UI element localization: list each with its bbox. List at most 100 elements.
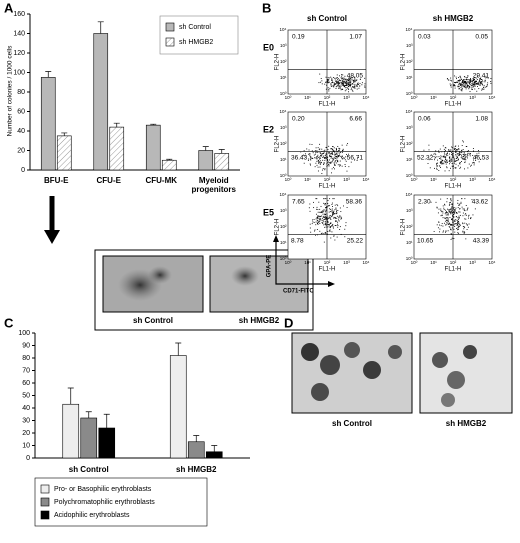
event-dot	[324, 155, 326, 157]
event-dot	[333, 163, 335, 165]
panel-letter: B	[262, 0, 271, 15]
event-dot	[468, 88, 470, 90]
event-dot	[327, 79, 329, 81]
event-dot	[449, 158, 451, 160]
event-dot	[319, 160, 321, 162]
event-dot	[337, 155, 339, 157]
y-axis-label: FL2-H	[401, 54, 407, 71]
event-dot	[451, 153, 453, 155]
event-dot	[336, 217, 338, 219]
event-dot	[446, 219, 448, 221]
event-dot	[338, 156, 340, 157]
event-dot	[464, 159, 466, 161]
event-dot	[467, 85, 469, 87]
event-dot	[453, 210, 455, 212]
event-dot	[309, 227, 311, 229]
event-dot	[446, 222, 448, 224]
event-dot	[451, 227, 453, 229]
event-dot	[462, 156, 464, 158]
event-dot	[490, 82, 492, 84]
event-dot	[347, 156, 349, 158]
y-tick-label: 10¹	[280, 240, 287, 245]
cell	[388, 345, 402, 359]
event-dot	[459, 75, 461, 77]
event-dot	[461, 198, 463, 200]
event-dot	[354, 159, 355, 161]
event-dot	[461, 155, 462, 157]
event-dot	[335, 86, 337, 88]
event-dot	[462, 80, 464, 82]
event-dot	[325, 224, 327, 226]
event-dot	[332, 214, 334, 216]
bar	[169, 355, 187, 459]
event-dot	[319, 223, 321, 224]
event-dot	[330, 222, 332, 224]
event-dot	[336, 149, 337, 151]
event-dot	[465, 213, 467, 215]
event-dot	[331, 204, 333, 206]
event-dot	[335, 88, 337, 89]
bar	[56, 135, 72, 171]
event-dot	[450, 85, 452, 87]
event-dot	[478, 84, 480, 86]
event-dot	[341, 75, 343, 77]
event-dot	[336, 209, 337, 211]
event-dot	[473, 159, 475, 161]
event-dot	[338, 85, 340, 87]
event-dot	[468, 82, 470, 84]
event-dot	[455, 163, 457, 165]
event-dot	[459, 211, 461, 213]
event-dot	[446, 166, 448, 168]
event-dot	[326, 147, 328, 149]
event-dot	[457, 217, 459, 219]
event-dot	[454, 85, 456, 87]
x-tick-label: sh HMGB2	[176, 465, 217, 474]
event-dot	[465, 83, 467, 84]
event-dot	[335, 160, 337, 162]
event-dot	[447, 214, 448, 216]
event-dot	[469, 81, 471, 83]
event-dot	[328, 145, 330, 147]
event-dot	[346, 81, 348, 83]
event-dot	[311, 223, 313, 225]
event-dot	[350, 87, 352, 89]
event-dot	[337, 83, 339, 85]
x-tick-label: 10⁰	[411, 95, 418, 100]
event-dot	[332, 154, 334, 155]
event-dot	[327, 200, 329, 201]
event-dot	[464, 168, 465, 170]
event-dot	[438, 151, 440, 153]
event-dot	[453, 238, 455, 239]
event-dot	[343, 80, 345, 82]
event-dot	[466, 77, 468, 78]
event-dot	[317, 220, 319, 222]
x-tick-label: 10⁰	[285, 260, 292, 265]
event-dot	[339, 153, 341, 155]
event-dot	[461, 78, 463, 80]
event-dot	[448, 160, 450, 162]
event-dot	[450, 209, 452, 211]
event-dot	[350, 89, 352, 91]
event-dot	[329, 162, 331, 164]
event-dot	[323, 151, 325, 153]
event-dot	[316, 198, 318, 200]
legend-swatch	[40, 484, 50, 494]
event-dot	[466, 87, 468, 88]
event-dot	[329, 227, 331, 229]
event-dot	[456, 223, 458, 225]
event-dot	[343, 77, 345, 79]
event-dot	[340, 85, 342, 87]
event-dot	[474, 82, 476, 84]
event-dot	[455, 151, 457, 153]
event-dot	[453, 216, 455, 218]
event-dot	[452, 215, 454, 217]
y-tick-label: 10⁴	[406, 192, 413, 197]
event-dot	[463, 228, 465, 230]
panel-letter: A	[4, 0, 14, 15]
event-dot	[443, 155, 445, 157]
event-dot	[465, 82, 467, 84]
event-dot	[329, 224, 330, 226]
event-dot	[320, 233, 322, 235]
event-dot	[351, 83, 353, 85]
event-dot	[320, 219, 322, 221]
